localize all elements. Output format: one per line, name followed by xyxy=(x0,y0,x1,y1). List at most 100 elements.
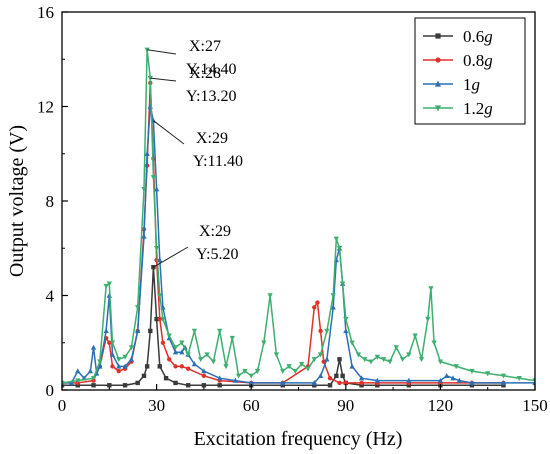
data-point-1.2g xyxy=(362,357,368,363)
data-point-1g xyxy=(280,380,286,386)
data-point-1.2g xyxy=(97,359,103,365)
y-axis-title: Output voltage (V) xyxy=(6,125,28,277)
annotation-peak-1g: X:28 Y:13.20 xyxy=(150,65,237,105)
data-point-1g xyxy=(128,356,135,362)
data-point-1.2g xyxy=(374,354,380,360)
data-point-0.8g xyxy=(167,357,172,362)
data-point-1g xyxy=(500,380,507,386)
data-point-1g xyxy=(311,380,317,386)
data-point-1g xyxy=(349,363,355,369)
data-point-0.6g xyxy=(75,383,80,388)
data-point-1g xyxy=(532,380,535,386)
data-point-1g xyxy=(141,233,147,239)
data-point-1.2g xyxy=(141,186,147,193)
data-point-0.6g xyxy=(144,364,150,369)
data-point-1.2g xyxy=(355,352,362,358)
data-point-0.6g xyxy=(469,383,475,388)
data-point-1.2g xyxy=(109,340,116,346)
data-point-1g xyxy=(97,363,103,369)
annotation-x-label: X:29 xyxy=(199,223,231,240)
legend-entry: 1g xyxy=(423,75,480,94)
data-point-0.6g xyxy=(337,357,342,362)
x-tick-label: 0 xyxy=(58,396,67,415)
data-point-0.8g xyxy=(312,305,317,310)
data-point-1g xyxy=(135,328,141,334)
data-point-1.2g xyxy=(229,335,235,341)
legend-label: 0.6g xyxy=(463,27,493,46)
data-point-1.2g xyxy=(292,368,298,374)
data-point-0.6g xyxy=(280,383,285,388)
data-point-1g xyxy=(147,103,153,109)
data-point-0.8g xyxy=(315,300,320,305)
series-0.8g xyxy=(62,80,506,386)
data-point-1.2g xyxy=(437,359,444,365)
annotation-leader-line xyxy=(150,77,177,82)
data-point-1g xyxy=(469,380,475,386)
ticks-layer: 0 30 60 90 120 150 0 4 8 12 16 xyxy=(37,3,548,415)
y-tick-label: 12 xyxy=(37,98,54,117)
data-point-0.6g xyxy=(62,383,65,388)
data-point-1.2g xyxy=(90,375,97,382)
data-point-0.8g xyxy=(185,366,191,371)
data-point-1.2g xyxy=(128,345,135,351)
data-point-1g xyxy=(437,377,444,383)
data-point-1.2g xyxy=(399,357,406,363)
data-point-0.6g xyxy=(201,383,207,388)
data-point-0.8g xyxy=(110,364,115,369)
data-point-1g xyxy=(406,377,412,383)
data-point-0.6g xyxy=(501,383,506,388)
x-tick-label: 90 xyxy=(337,396,354,415)
legend-label: 1g xyxy=(463,75,480,94)
data-point-1g xyxy=(201,368,207,374)
data-point-1g xyxy=(217,375,223,381)
data-point-1.2g xyxy=(210,359,216,365)
data-point-1.2g xyxy=(116,357,122,363)
data-point-1g xyxy=(191,361,198,367)
data-point-1g xyxy=(450,375,456,381)
data-point-1g xyxy=(330,304,336,310)
series-1.2g xyxy=(62,47,535,386)
data-point-0.8g xyxy=(359,380,364,386)
data-point-1g xyxy=(182,344,188,350)
data-point-1g xyxy=(157,257,163,263)
annotation-y-label: Y:14.40 xyxy=(186,61,237,78)
data-point-1.2g xyxy=(267,293,273,299)
data-point-1.2g xyxy=(248,373,254,379)
data-point-1g xyxy=(248,380,254,386)
data-point-0.6g xyxy=(141,373,147,379)
data-point-1.2g xyxy=(198,357,204,363)
data-point-1.2g xyxy=(317,352,324,358)
data-point-1g xyxy=(456,377,462,383)
annotation-peak-0.8g: X:29 Y:11.40 xyxy=(153,120,243,170)
data-point-1.2g xyxy=(311,357,317,363)
data-point-1.2g xyxy=(406,352,412,358)
data-point-1.2g xyxy=(330,293,336,299)
data-point-1.2g xyxy=(106,281,112,287)
data-point-0.8g xyxy=(160,340,166,345)
data-point-0.6g xyxy=(359,383,364,388)
data-point-1.2g xyxy=(179,340,185,346)
data-point-0.8g xyxy=(116,368,121,374)
data-point-0.6g xyxy=(107,383,112,388)
data-point-1.2g xyxy=(299,361,305,367)
data-point-1.2g xyxy=(305,366,311,372)
annotation-x-label: X:29 xyxy=(196,130,228,147)
data-point-0.6g xyxy=(375,383,380,388)
data-point-1.2g xyxy=(532,378,535,384)
data-point-0.6g xyxy=(217,383,222,388)
data-point-0.6g xyxy=(312,383,317,388)
data-point-1g xyxy=(358,375,365,381)
data-point-1g xyxy=(109,351,116,357)
data-point-1g xyxy=(317,372,324,379)
data-point-1g xyxy=(444,372,450,379)
annotation-peak-0.6g: X:29 Y:5.20 xyxy=(153,223,239,268)
data-point-1.2g xyxy=(122,354,128,360)
annotations-layer: X:27 Y:14.40X:28 Y:13.20 X:29 Y:11.40 X:29 Y:5… xyxy=(147,38,243,268)
series-line-0.8g xyxy=(62,82,504,384)
data-point-1.2g xyxy=(160,316,166,322)
data-point-1.2g xyxy=(157,293,163,299)
data-point-1.2g xyxy=(387,359,393,365)
data-point-0.6g xyxy=(327,383,333,388)
data-point-1.2g xyxy=(191,328,198,334)
